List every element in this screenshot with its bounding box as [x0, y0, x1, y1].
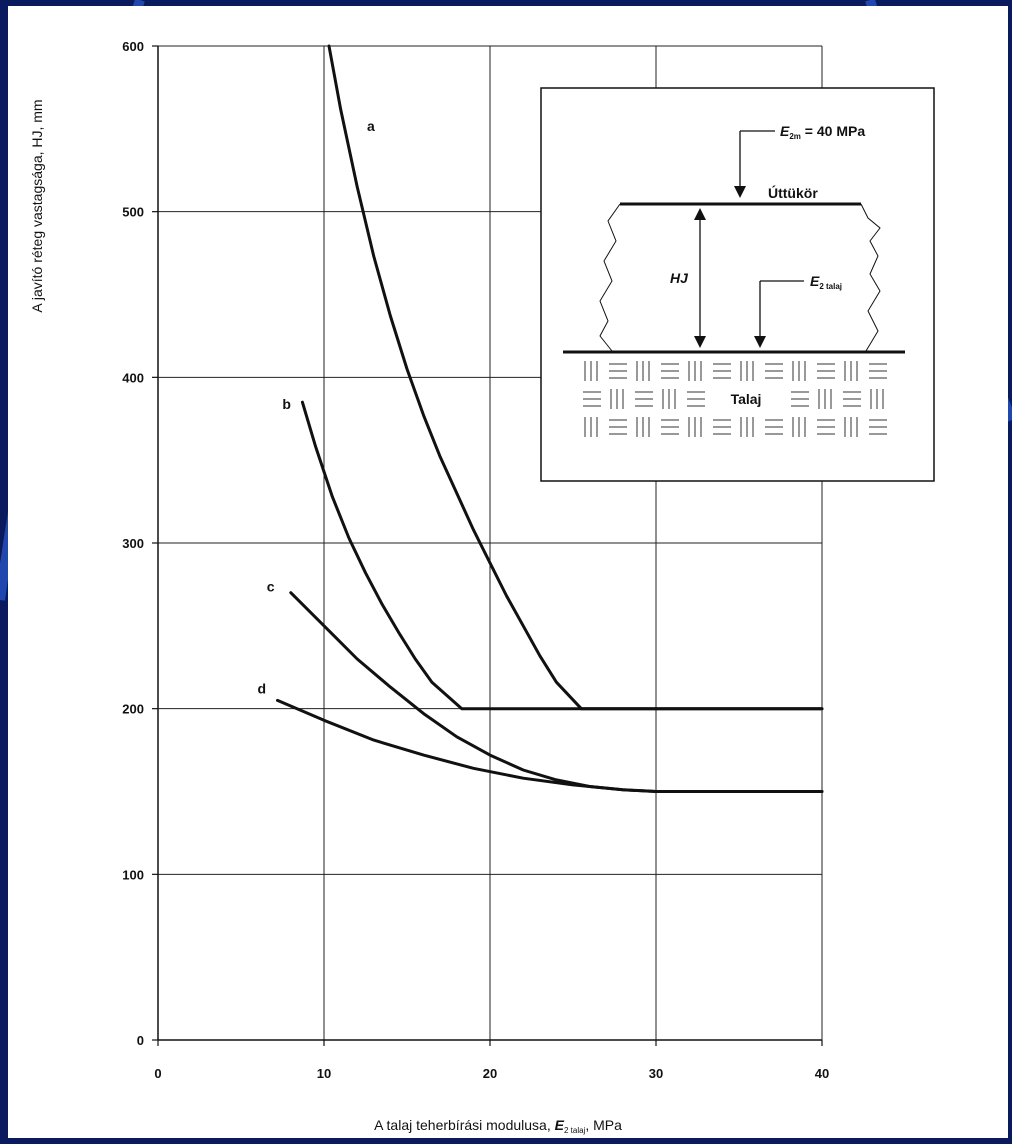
y-axis-title: A javító réteg vastagsága, HJ, mm: [29, 99, 45, 312]
inset-top-label-value: = 40 MPa: [801, 123, 865, 139]
soil-label: Talaj: [731, 391, 762, 407]
inset-top-label-sub: 2m: [789, 132, 801, 141]
x-axis-title-symbol: E: [555, 1117, 565, 1133]
x-axis-title-main: A talaj teherbírási modulusa,: [374, 1117, 555, 1133]
x-axis-title-subscript: 2 talaj: [564, 1126, 586, 1135]
series-line-d: [276, 698, 824, 793]
subgrade-arrow-head: [754, 336, 766, 348]
series-label-b: b: [282, 396, 291, 412]
chart-sheet: 0 10 20 30 40 0 100 200 300 400 500 600 a b c d A javít…: [8, 6, 1008, 1138]
series-layer: [276, 44, 824, 793]
x-tick-label: 30: [649, 1066, 663, 1081]
y-tick-label: 300: [122, 536, 144, 551]
x-axis-title: A talaj teherbírási modulusa, E2 talaj, …: [374, 1117, 622, 1135]
hj-arrow-top: [694, 208, 706, 220]
inset-diagram: E2m = 40 MPa Úttükör HJ E2 talaj Talaj: [540, 87, 935, 482]
y-tick-label: 0: [137, 1033, 144, 1048]
series-label-d: d: [258, 680, 267, 696]
x-tick-label: 10: [317, 1066, 331, 1081]
left-break-line: [599, 203, 621, 352]
series-label-a: a: [367, 118, 375, 134]
hj-arrow-bottom: [694, 336, 706, 348]
inset-frame: [540, 87, 935, 482]
subgrade-label-symbol: E: [810, 273, 820, 289]
inset-top-label-symbol: E: [780, 123, 790, 139]
axes: [152, 45, 823, 1046]
y-tick-label: 500: [122, 205, 144, 220]
y-tick-label: 600: [122, 39, 144, 54]
series-label-c: c: [267, 579, 275, 595]
subgrade-label-sub: 2 talaj: [819, 282, 842, 291]
y-tick-label: 200: [122, 702, 144, 717]
x-tick-label: 0: [154, 1066, 161, 1081]
surface-label: Úttükör: [768, 184, 818, 201]
series-line-b: [300, 400, 824, 711]
x-tick-label: 20: [483, 1066, 497, 1081]
hj-label: HJ: [670, 270, 689, 286]
inset-top-label: E2m = 40 MPa: [780, 123, 865, 141]
y-tick-label: 400: [122, 370, 144, 385]
x-axis-title-unit: , MPa: [585, 1117, 622, 1133]
series-line-c: [289, 591, 824, 793]
right-break-line: [860, 203, 881, 352]
y-tick-label: 100: [122, 867, 144, 882]
load-arrow-head: [734, 186, 746, 198]
x-tick-label: 40: [815, 1066, 829, 1081]
subgrade-label: E2 talaj: [810, 273, 842, 291]
soil-label-bg: [708, 386, 784, 412]
